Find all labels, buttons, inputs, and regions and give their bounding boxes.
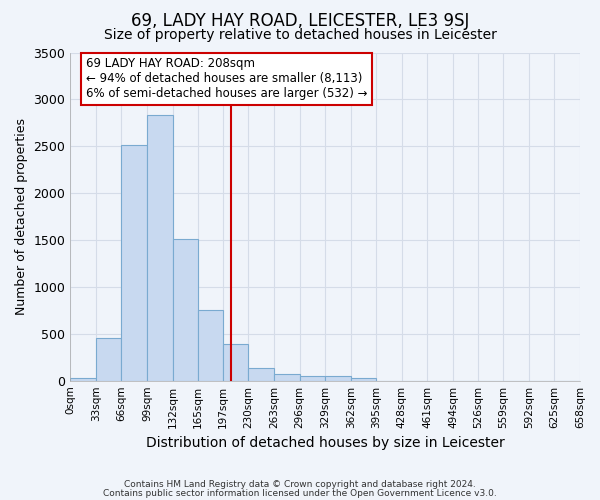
Text: 69, LADY HAY ROAD, LEICESTER, LE3 9SJ: 69, LADY HAY ROAD, LEICESTER, LE3 9SJ [131,12,469,30]
Text: Contains HM Land Registry data © Crown copyright and database right 2024.: Contains HM Land Registry data © Crown c… [124,480,476,489]
Bar [198,310,223,380]
Bar [173,239,198,380]
Text: Size of property relative to detached houses in Leicester: Size of property relative to detached ho… [104,28,496,42]
Text: Contains public sector information licensed under the Open Government Licence v3: Contains public sector information licen… [103,488,497,498]
Y-axis label: Number of detached properties: Number of detached properties [15,118,28,315]
Bar [248,368,274,380]
Bar [325,376,351,380]
Bar [96,338,121,380]
Text: 69 LADY HAY ROAD: 208sqm
← 94% of detached houses are smaller (8,113)
6% of semi: 69 LADY HAY ROAD: 208sqm ← 94% of detach… [86,58,367,100]
Bar [223,344,248,381]
X-axis label: Distribution of detached houses by size in Leicester: Distribution of detached houses by size … [146,436,505,450]
Bar [274,374,299,380]
Bar [299,376,325,380]
Bar [70,378,96,380]
Bar [147,116,173,380]
Bar [121,146,147,380]
Bar [351,378,376,380]
